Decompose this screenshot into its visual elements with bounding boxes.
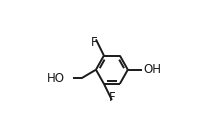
Text: F: F (109, 91, 115, 104)
Text: F: F (91, 36, 97, 49)
Text: HO: HO (47, 72, 65, 85)
Text: OH: OH (143, 63, 161, 76)
